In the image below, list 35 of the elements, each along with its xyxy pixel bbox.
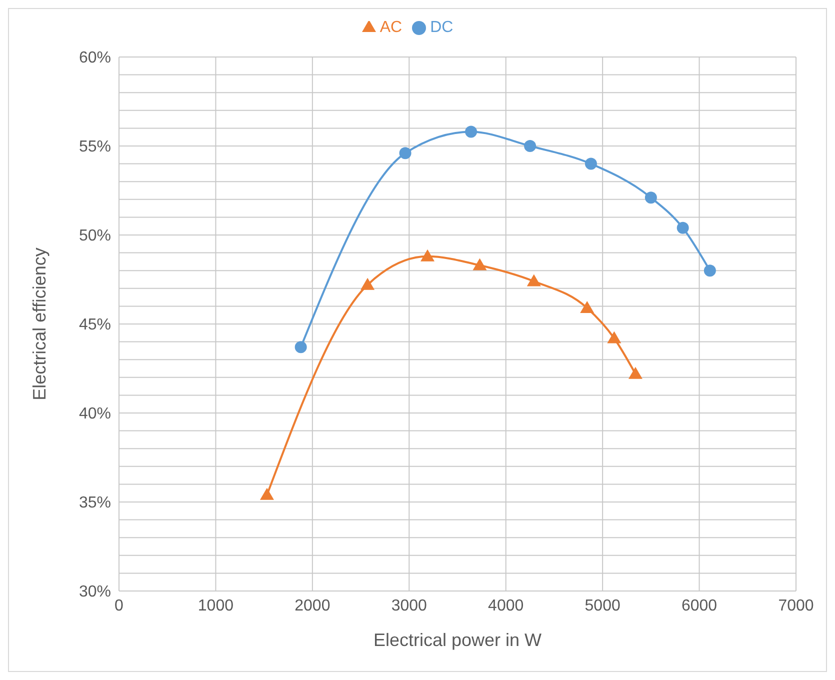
point	[676, 222, 689, 234]
x-tick-label: 4000	[488, 597, 524, 614]
y-tick-label: 60%	[78, 50, 111, 67]
point	[526, 274, 541, 286]
y-tick-label: 35%	[78, 494, 111, 512]
x-tick-label: 7000	[778, 597, 814, 614]
point	[420, 249, 435, 262]
y-axis-title: Electrical efficiency	[29, 248, 50, 400]
point	[644, 192, 657, 204]
x-tick-label: 3000	[391, 597, 428, 614]
point	[584, 158, 597, 170]
legend-label: DC	[430, 19, 454, 36]
point	[294, 341, 307, 354]
x-tick-label: 5000	[584, 597, 620, 614]
point	[580, 300, 594, 313]
point	[465, 126, 478, 138]
point	[524, 140, 536, 152]
x-tick-label: 1000	[198, 597, 234, 614]
y-tick-label: 45%	[78, 316, 111, 334]
y-tick-label: 55%	[78, 138, 111, 156]
point	[360, 278, 375, 290]
point	[399, 147, 412, 160]
y-tick-label: 30%	[78, 584, 111, 601]
x-axis-title: Electrical power in W	[373, 630, 542, 650]
legend-label: AC	[380, 19, 402, 36]
x-tick-label: 6000	[681, 597, 718, 614]
point	[472, 258, 487, 270]
y-tick-label: 50%	[78, 228, 111, 245]
x-tick-label: 2000	[294, 597, 330, 614]
y-tick-label: 40%	[78, 406, 111, 423]
point	[628, 366, 642, 379]
point	[260, 488, 274, 500]
x-tick-label: 0	[114, 597, 124, 614]
point	[704, 264, 716, 277]
point	[607, 331, 622, 344]
